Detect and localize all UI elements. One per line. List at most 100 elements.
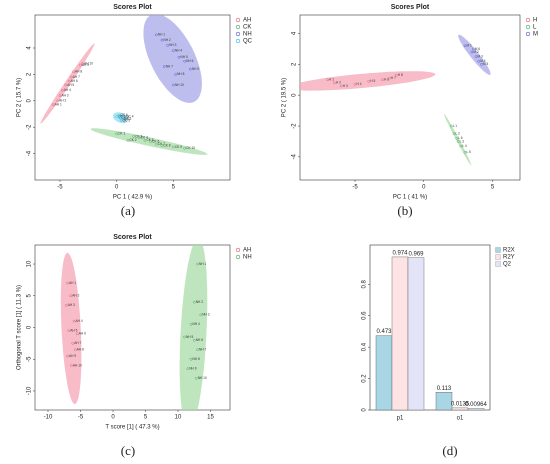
bar xyxy=(451,407,469,411)
point xyxy=(64,83,67,87)
point-label: M 3 xyxy=(478,54,484,58)
point xyxy=(64,303,68,307)
point-label: H 1 xyxy=(329,78,334,82)
confidence-ellipse xyxy=(90,128,208,155)
point-label: M 1 xyxy=(467,44,473,48)
x-tick-label: 0 xyxy=(115,185,119,191)
point-label: H 5 xyxy=(370,79,375,83)
point-label: QC 5 xyxy=(123,118,131,122)
y-tick-label: -10 xyxy=(27,386,33,395)
point xyxy=(192,338,196,342)
point-label: AH 8 xyxy=(77,348,84,352)
point xyxy=(67,329,71,332)
point-label: NH 5 xyxy=(180,55,187,59)
point xyxy=(166,44,169,47)
point-label: QC 4 xyxy=(126,114,134,118)
point xyxy=(51,103,55,107)
point xyxy=(172,145,175,149)
legend-marker xyxy=(235,247,241,253)
point xyxy=(455,137,459,140)
point-label: NH 2 xyxy=(163,38,170,42)
point xyxy=(463,44,467,48)
point-label: AH 6 xyxy=(71,79,78,83)
y-tick-label: -2 xyxy=(27,124,33,130)
plot-frame xyxy=(299,14,521,181)
point xyxy=(452,132,456,136)
point-label: CK 7 xyxy=(158,142,165,146)
legend-swatch xyxy=(495,261,501,267)
point-label: NH 1 xyxy=(158,33,165,37)
point xyxy=(67,79,71,83)
y-tick-label: 0 xyxy=(27,98,33,102)
point xyxy=(183,335,186,339)
x-tick-label: 10 xyxy=(175,415,182,421)
confidence-ellipse xyxy=(444,113,472,166)
point-label: L 3 xyxy=(460,139,465,143)
point-label: NH 8 xyxy=(177,72,184,76)
x-tick-label: 5 xyxy=(491,185,495,191)
point xyxy=(456,140,460,143)
point-label: AH 1 xyxy=(69,281,76,285)
confidence-ellipse xyxy=(458,34,491,75)
legend-label: NH xyxy=(243,32,252,38)
x-tick-label: 5 xyxy=(144,415,148,421)
point xyxy=(70,364,73,367)
legend-marker xyxy=(235,254,241,260)
point xyxy=(196,262,199,266)
point xyxy=(149,140,152,144)
point-label: CK 9 xyxy=(175,145,182,149)
y-tick-label: -2 xyxy=(292,123,298,129)
legend-marker xyxy=(235,31,241,37)
value-label: 0.974 xyxy=(392,251,408,257)
y-tick-label: 0.4 xyxy=(362,342,368,351)
point-label: AH 2 xyxy=(72,294,79,298)
point-label: H 2 xyxy=(336,81,341,85)
legend-marker xyxy=(525,24,531,30)
x-tick-label: 5 xyxy=(172,185,176,191)
point-label: CK 2 xyxy=(129,138,136,142)
point xyxy=(155,143,158,146)
point-label: CK 3 xyxy=(135,134,142,138)
point xyxy=(60,88,64,92)
point xyxy=(333,81,336,85)
value-label: 0.113 xyxy=(437,386,452,392)
point-label: M 6 xyxy=(475,47,481,51)
bar xyxy=(435,392,453,411)
point-label: H 4 xyxy=(357,82,362,86)
point-label: NH 7 xyxy=(166,64,173,68)
point xyxy=(74,348,77,352)
y-axis-title: PC 2 ( 19.5 %) xyxy=(282,78,288,117)
point xyxy=(189,357,193,361)
y-axis-title: PC 2 ( 15.7 %) xyxy=(17,78,23,117)
point xyxy=(115,132,118,136)
y-tick-label: 4 xyxy=(292,31,298,35)
legend-label: AH xyxy=(243,18,251,24)
legend-label: L xyxy=(533,25,537,31)
x-tick-label: -5 xyxy=(57,185,63,191)
point-label: CK 8 xyxy=(163,144,170,148)
point-label: NH 6 xyxy=(186,59,193,63)
chart-title: Scores Plot xyxy=(113,234,152,241)
point-label: AH 4 xyxy=(64,88,71,92)
point xyxy=(394,73,398,77)
plot-area: AH 1AH 2 AH 3AH 4AH 5AH 6AH 7AH 8AH 9AH 1… xyxy=(40,15,208,155)
bar xyxy=(407,257,425,411)
point-label: AH 8 xyxy=(75,70,82,74)
point-label: AH 3 xyxy=(61,93,68,97)
point xyxy=(177,55,181,59)
point-label: NH 9 xyxy=(192,67,199,71)
point-label: NH 8 xyxy=(193,357,200,361)
point xyxy=(189,67,192,71)
y-tick-label: 2 xyxy=(27,72,33,76)
point xyxy=(196,348,199,352)
panel-label: (d) xyxy=(442,443,457,458)
point xyxy=(199,313,203,317)
legend-label: QC xyxy=(243,39,253,45)
legend-label: R2Y xyxy=(503,255,515,261)
point-label: QC 2 xyxy=(122,116,130,120)
chart-title: Scores Plot xyxy=(391,4,430,11)
plot-frame xyxy=(34,14,231,181)
confidence-ellipse xyxy=(300,71,436,91)
confidence-ellipse xyxy=(179,245,208,410)
point xyxy=(459,144,463,148)
